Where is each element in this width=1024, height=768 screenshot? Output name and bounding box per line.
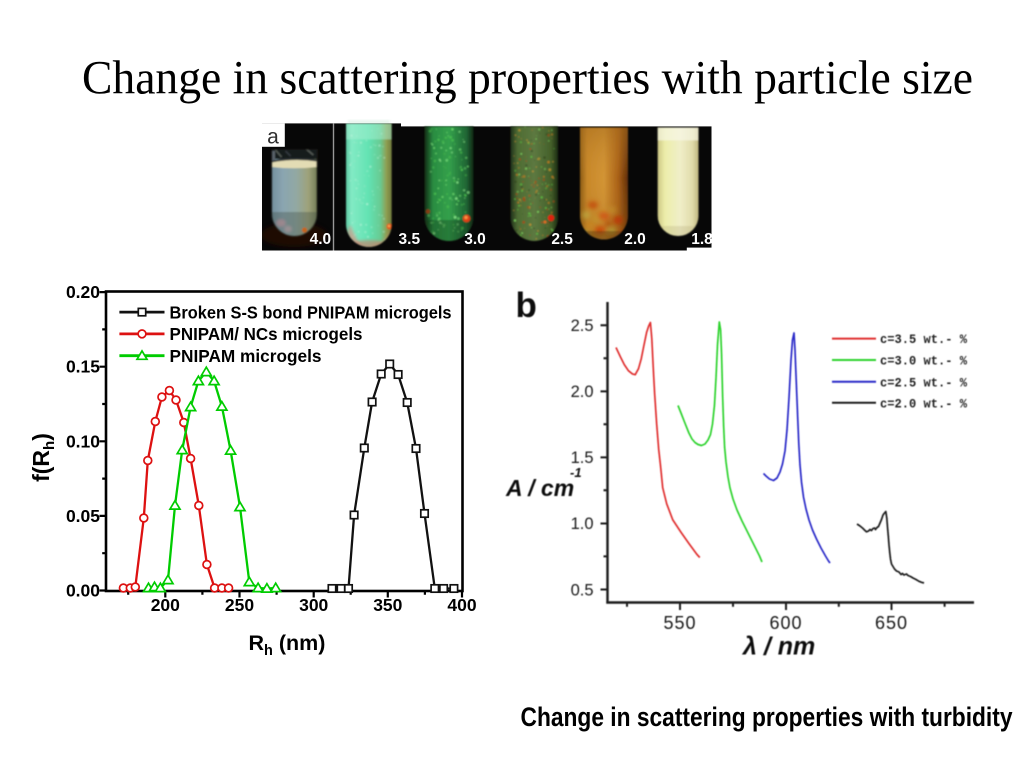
svg-text:2.5: 2.5 xyxy=(571,317,594,335)
svg-text:2.0: 2.0 xyxy=(624,231,646,248)
svg-text:c=2.5 wt.- %: c=2.5 wt.- % xyxy=(880,375,967,390)
svg-text:0.10: 0.10 xyxy=(66,431,100,451)
svg-text:200: 200 xyxy=(151,595,180,615)
svg-text:PNIPAM/ NCs microgels: PNIPAM/ NCs microgels xyxy=(170,324,363,344)
svg-text:2.0: 2.0 xyxy=(571,383,594,401)
svg-text:1.0: 1.0 xyxy=(571,515,594,533)
svg-text:A / cm: A / cm xyxy=(505,475,574,501)
svg-text:c=3.5 wt.- %: c=3.5 wt.- % xyxy=(880,332,967,347)
svg-text:c=3.0 wt.- %: c=3.0 wt.- % xyxy=(880,354,967,369)
svg-text:c=2.0 wt.- %: c=2.0 wt.- % xyxy=(880,396,967,411)
svg-text:0.00: 0.00 xyxy=(66,581,100,601)
svg-text:4.0: 4.0 xyxy=(310,231,332,248)
svg-text:600: 600 xyxy=(769,613,802,633)
svg-text:0.15: 0.15 xyxy=(66,357,100,377)
svg-text:2.5: 2.5 xyxy=(551,231,573,248)
svg-text:f(Rh): f(Rh) xyxy=(28,433,58,482)
svg-text:0.20: 0.20 xyxy=(66,282,100,302)
svg-text:Change in scattering propertie: Change in scattering properties with par… xyxy=(82,52,973,105)
svg-text:400: 400 xyxy=(447,595,476,615)
svg-text:λ / nm: λ / nm xyxy=(741,633,815,661)
svg-text:PNIPAM microgels: PNIPAM microgels xyxy=(170,346,322,366)
svg-text:650: 650 xyxy=(875,613,908,633)
svg-text:550: 550 xyxy=(663,613,696,633)
svg-text:0.05: 0.05 xyxy=(66,506,100,526)
svg-text:a: a xyxy=(267,126,279,149)
svg-text:Change in scattering propertie: Change in scattering properties with tur… xyxy=(521,702,1013,732)
svg-text:b: b xyxy=(516,286,537,325)
svg-text:-1: -1 xyxy=(570,465,582,480)
svg-text:3.0: 3.0 xyxy=(464,231,486,248)
svg-text:Rh (nm): Rh (nm) xyxy=(249,631,326,659)
svg-text:Broken S-S bond PNIPAM microge: Broken S-S bond PNIPAM microgels xyxy=(170,302,452,322)
svg-text:3.5: 3.5 xyxy=(399,231,421,248)
svg-text:1.5: 1.5 xyxy=(571,449,594,467)
svg-text:350: 350 xyxy=(373,595,402,615)
svg-text:300: 300 xyxy=(299,595,328,615)
svg-text:0.5: 0.5 xyxy=(571,581,594,599)
svg-text:1.8: 1.8 xyxy=(691,231,713,248)
svg-text:250: 250 xyxy=(225,595,254,615)
